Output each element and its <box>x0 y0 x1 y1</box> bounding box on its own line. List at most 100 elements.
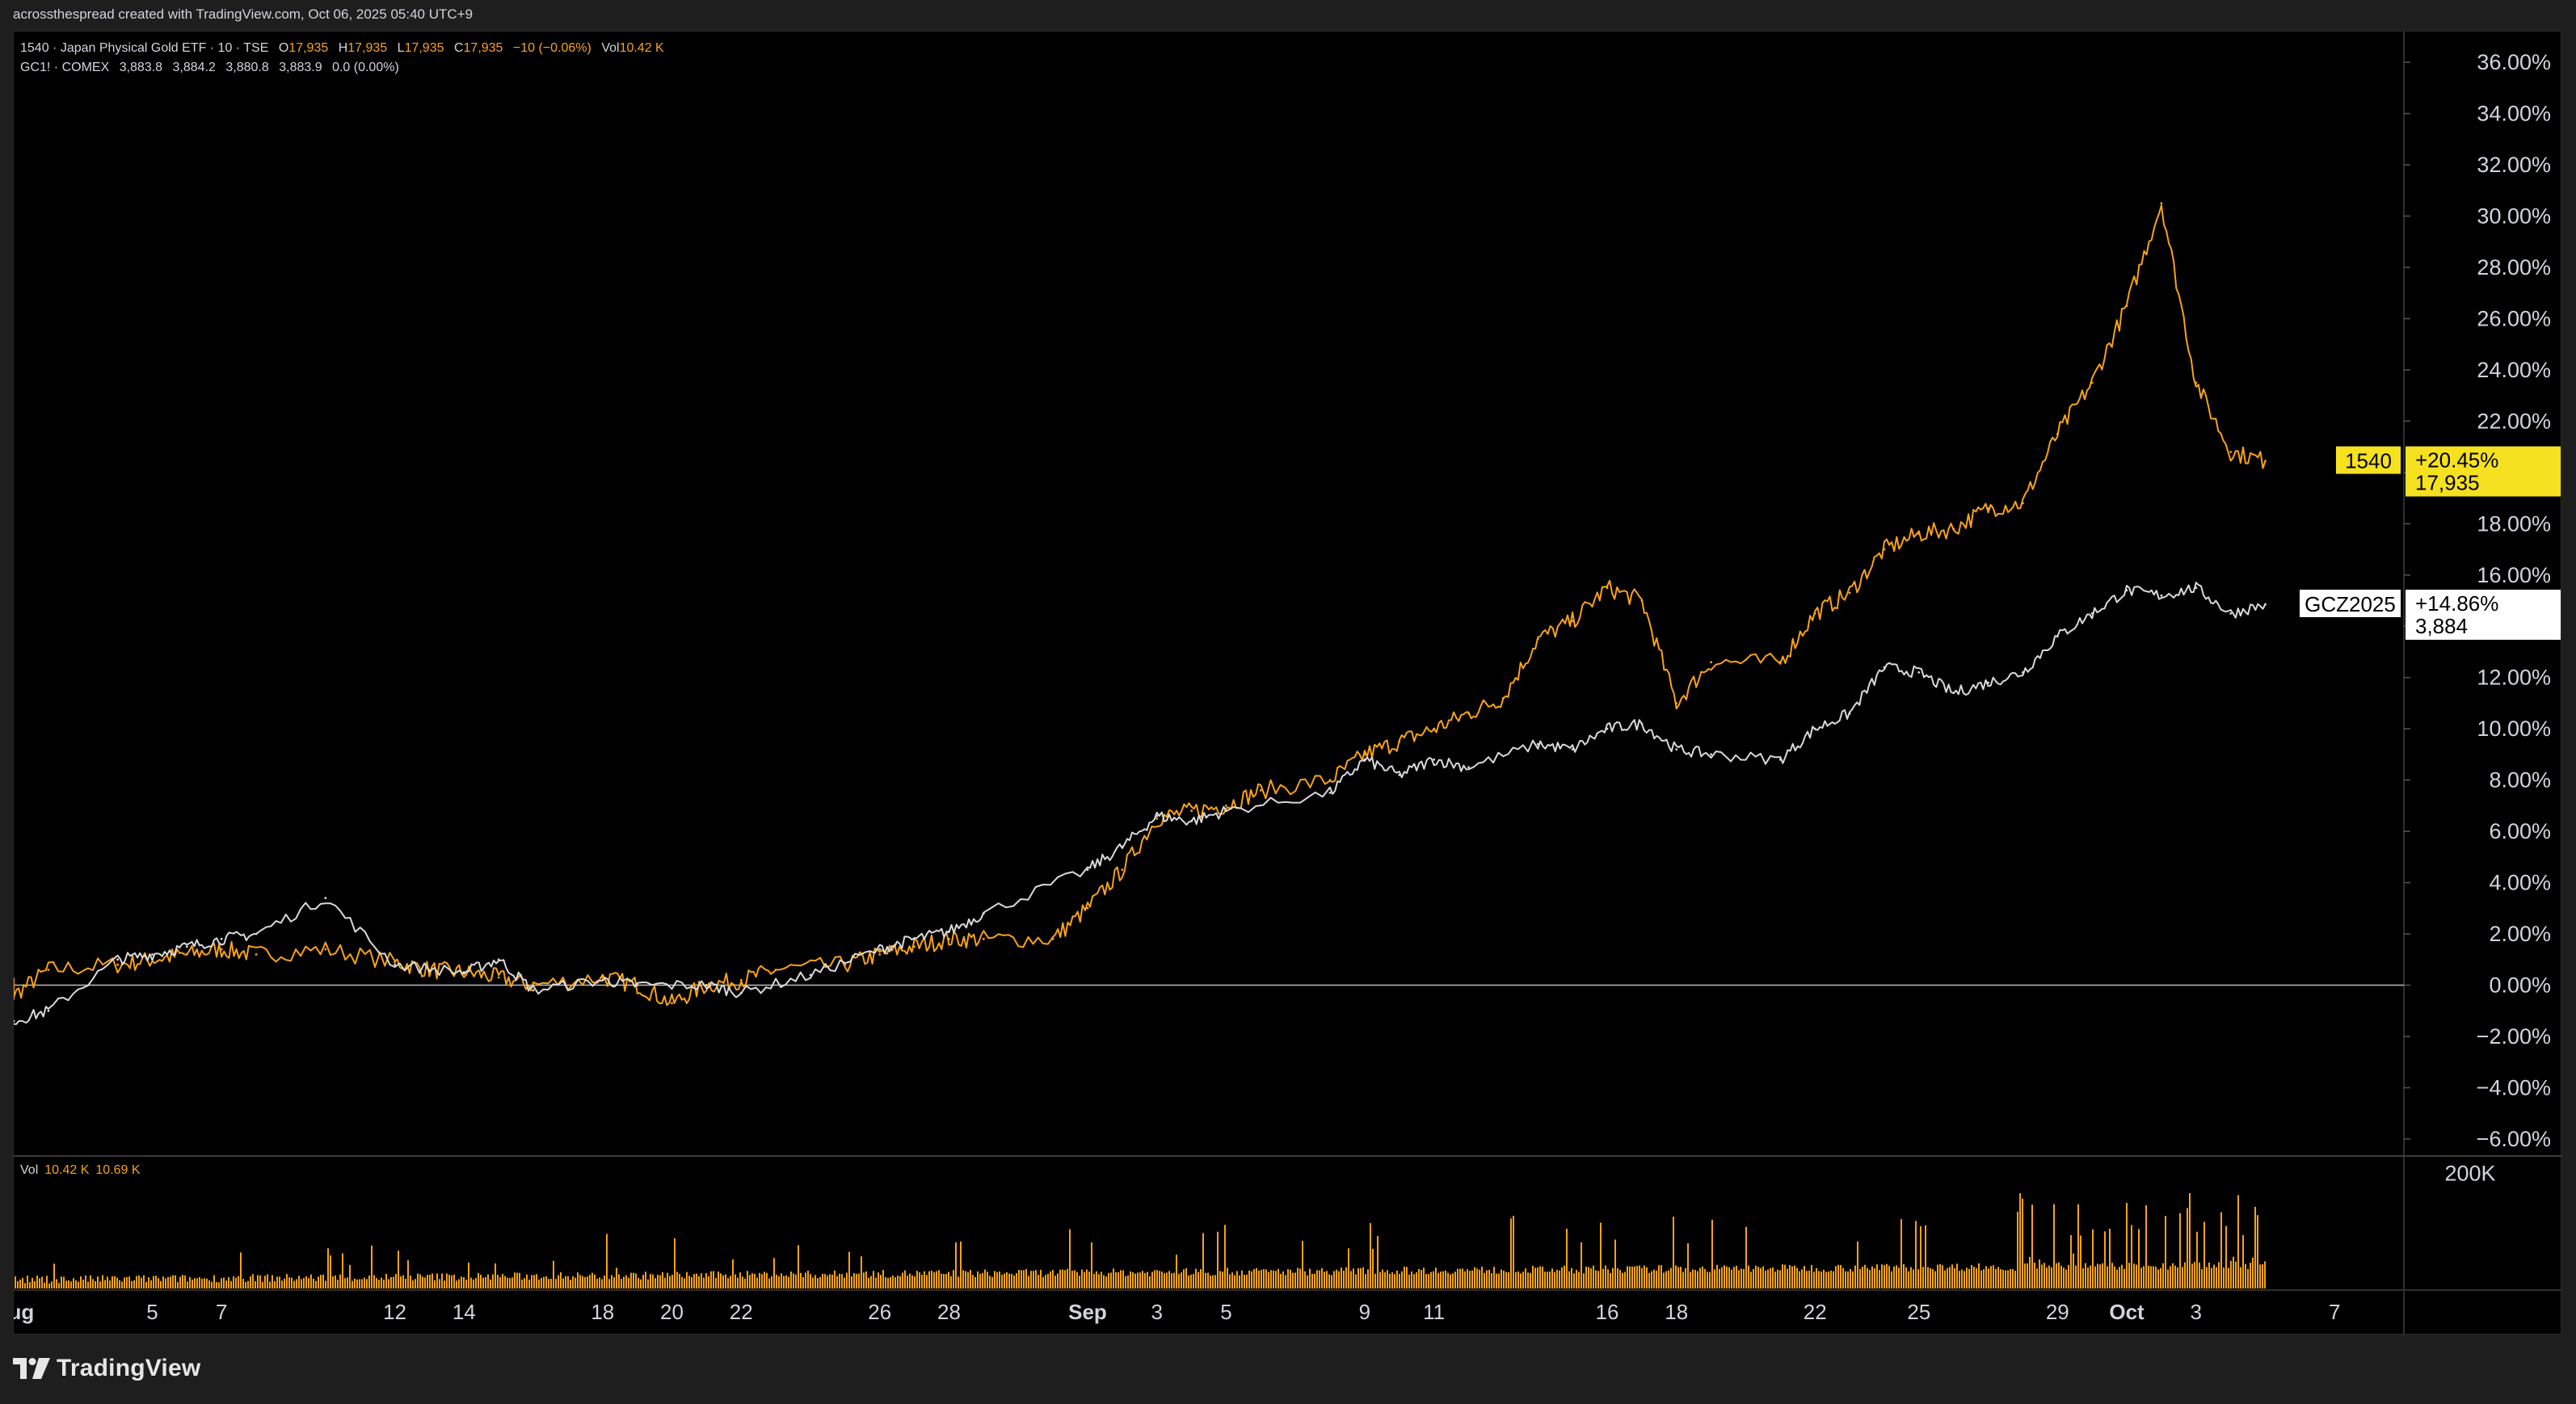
series-point-1540 <box>1640 599 1644 602</box>
x-axis-tick-label: 29 <box>2046 1300 2069 1324</box>
series-point-gcz2025 <box>601 978 604 982</box>
series-point-1540 <box>1086 906 1089 910</box>
series-point-gcz2025 <box>1190 820 1193 822</box>
volume-legend-value-1: 10.42 K <box>44 1163 90 1177</box>
y-axis-tick-label: −2.00% <box>2477 1024 2551 1049</box>
series-point-1540 <box>671 1002 673 1005</box>
y-axis-tick-label: 30.00% <box>2477 204 2551 228</box>
series-point-gcz2025 <box>47 1009 50 1012</box>
x-axis-tick-label: 3 <box>1151 1300 1162 1324</box>
series-point-1540 <box>1398 740 1401 743</box>
x-axis-tick-label: 14 <box>452 1300 476 1324</box>
series-point-1540 <box>948 938 950 940</box>
y-axis-tick-label: 22.00% <box>2477 409 2551 433</box>
x-axis-tick-label: 12 <box>383 1300 406 1324</box>
legend-high-value: 17,935 <box>347 41 388 55</box>
series-point-gcz2025 <box>1675 748 1678 750</box>
y-axis-tick-label: 8.00% <box>2489 768 2551 792</box>
badge-symbol-text: GCZ2025 <box>2305 592 2396 616</box>
series-point-1540 <box>1710 661 1713 664</box>
volume-legend-label: Vol <box>20 1163 39 1177</box>
y-axis-tick-label: −6.00% <box>2477 1127 2551 1151</box>
volume-axis-tick-label: 200K <box>2444 1162 2495 1186</box>
tradingview-brand[interactable]: TradingView <box>13 1355 200 1382</box>
legend-high-label: H <box>338 41 348 55</box>
legend-close-label: C <box>453 41 464 55</box>
legend-volume-value: 10.42 K <box>619 41 664 55</box>
series-point-gcz2025 <box>1328 792 1332 794</box>
series-point-1540 <box>1190 809 1193 813</box>
series-point-gcz2025 <box>532 989 535 992</box>
series-point-1540 <box>844 963 847 966</box>
x-axis-tick-label: 16 <box>1596 1300 1619 1324</box>
series-point-1540 <box>14 984 15 986</box>
y-axis-tick-label: 6.00% <box>2489 819 2551 843</box>
series-point-1540 <box>1848 591 1851 595</box>
series-point-1540 <box>1778 661 1782 664</box>
series-point-gcz2025 <box>1086 868 1089 872</box>
y-axis-tick-label: 0.00% <box>2489 973 2551 998</box>
volume-legend[interactable]: Vol 10.42 K 10.69 K <box>20 1163 141 1178</box>
brand-name: TradingView <box>57 1355 201 1381</box>
series-point-1540 <box>1502 696 1505 700</box>
series-point-1540 <box>2229 451 2233 453</box>
series-point-gcz2025 <box>1433 758 1436 761</box>
series-line-gcz2025 <box>14 582 2267 1025</box>
series-point-1540 <box>1225 805 1227 807</box>
legend-series-1540[interactable]: 1540 · Japan Physical Gold ETF · 10 · TS… <box>20 41 671 56</box>
series-point-gcz2025 <box>1571 748 1574 750</box>
series-point-gcz2025 <box>1398 773 1401 776</box>
tradingview-logo-icon <box>13 1358 50 1379</box>
chart-caption: acrossthespread created with TradingView… <box>13 6 474 22</box>
series-point-1540 <box>185 953 188 956</box>
y-axis-tick-label: 2.00% <box>2489 922 2551 946</box>
series-point-1540 <box>601 976 604 979</box>
legend-close-value: 17,935 <box>463 41 503 55</box>
volume-legend-value-2: 10.69 K <box>95 1163 141 1177</box>
series-point-gcz2025 <box>809 973 812 977</box>
badge-value-box <box>2406 446 2561 497</box>
series-point-gcz2025 <box>2160 594 2163 597</box>
series-point-gcz2025 <box>636 984 639 986</box>
series-point-1540 <box>1987 507 1990 510</box>
series-point-gcz2025 <box>394 963 396 966</box>
series-point-gcz2025 <box>1987 681 1990 684</box>
y-axis-tick-label: 18.00% <box>2477 511 2551 536</box>
x-axis-tick-label: Oct <box>2109 1300 2145 1324</box>
series-point-1540 <box>2056 432 2059 435</box>
series-point-gcz2025 <box>2056 635 2059 638</box>
y-axis-tick-label: 34.00% <box>2477 102 2551 126</box>
series-point-gcz2025 <box>1225 809 1227 813</box>
series-point-gcz2025 <box>1883 666 1886 669</box>
series-point-gcz2025 <box>151 953 154 956</box>
chart-panel[interactable]: 36.00% 34.00% 32.00% 30.00% 28.00% 26.00% 24.0… <box>13 31 2562 1335</box>
series-point-gcz2025 <box>739 991 743 994</box>
series-point-1540 <box>1467 712 1470 715</box>
series-point-1540 <box>47 969 50 971</box>
y-axis-tick-label: 12.00% <box>2477 666 2551 690</box>
legend-series-gc1[interactable]: GC1! · COMEX 3,883.8 3,884.2 3,880.8 3,8… <box>20 61 406 75</box>
series-point-1540 <box>116 963 119 966</box>
price-chart[interactable]: 36.00%34.00%32.00%30.00%28.00%26.00%24.0… <box>14 32 2562 1335</box>
series-point-1540 <box>1259 789 1262 792</box>
y-axis-tick-label: 4.00% <box>2489 871 2551 895</box>
series-point-1540 <box>1917 532 1921 536</box>
x-axis-tick-label: 9 <box>1359 1300 1370 1324</box>
x-axis-tick-label: 22 <box>730 1300 753 1324</box>
x-axis-tick-label: 25 <box>1907 1300 1930 1324</box>
series-point-1540 <box>982 938 985 940</box>
series-point-1540 <box>2195 381 2198 385</box>
badge-price-text: 17,935 <box>2415 471 2480 495</box>
series-point-1540 <box>1363 753 1366 756</box>
series-point-gcz2025 <box>1121 845 1124 848</box>
series-point-1540 <box>1051 938 1054 940</box>
legend-change: 0.0 (0.00%) <box>332 61 399 74</box>
y-axis-tick-label: 26.00% <box>2477 306 2551 330</box>
series-point-gcz2025 <box>116 958 119 961</box>
legend-close-value: 3,883.9 <box>279 61 322 74</box>
series-point-1540 <box>1328 779 1332 782</box>
series-point-1540 <box>1433 727 1436 730</box>
badge-price-text: 3,884 <box>2415 614 2468 638</box>
x-axis-tick-label: Sep <box>1068 1300 1107 1324</box>
legend-open-value: 3,883.8 <box>119 61 163 74</box>
